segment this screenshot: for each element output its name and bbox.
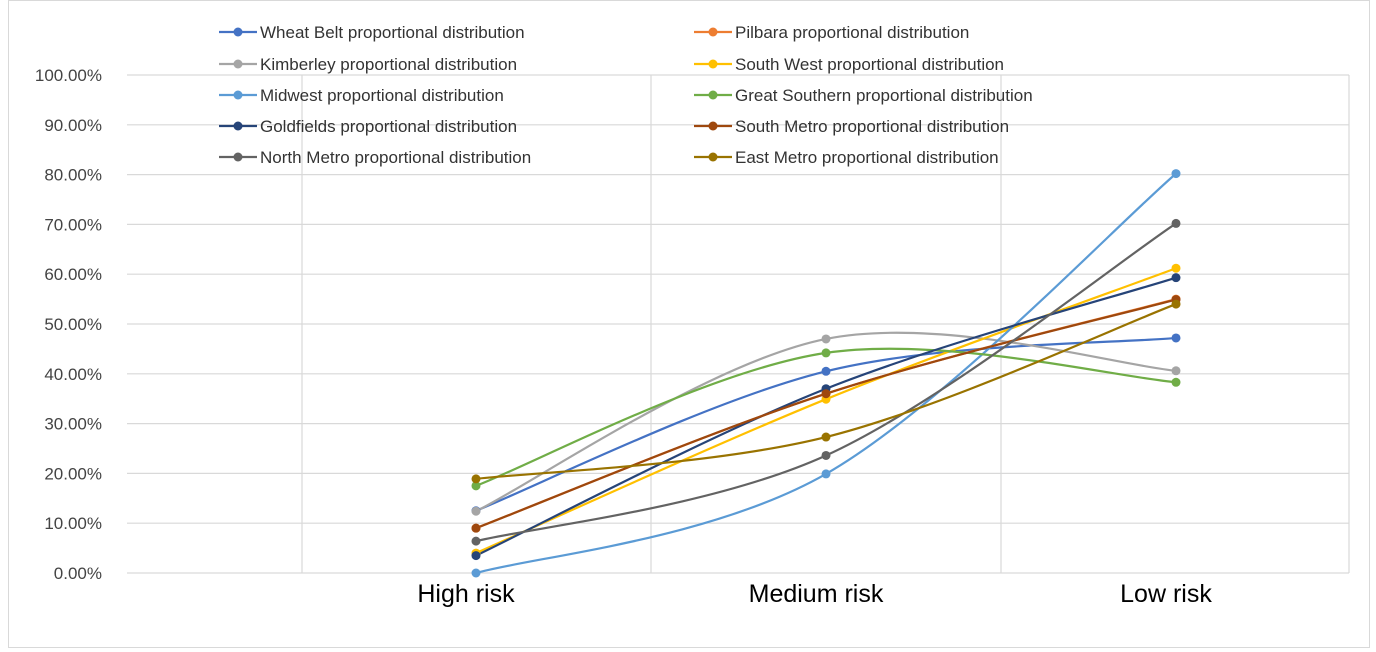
data-point: [1171, 299, 1181, 309]
y-tick-label: 60.00%: [44, 265, 102, 284]
data-point: [821, 348, 831, 358]
x-axis-categories: High risk Medium risk Low risk: [417, 580, 1212, 608]
data-point: [471, 506, 481, 516]
legend-label: North Metro proportional distribution: [260, 148, 531, 167]
data-point: [1171, 218, 1181, 228]
y-tick-label: 40.00%: [44, 365, 102, 384]
data-point: [1171, 366, 1181, 376]
legend-swatch-marker: [708, 90, 718, 100]
y-axis-ticks: 0.00% 10.00% 20.00% 30.00% 40.00% 50.00% 60.00…: [35, 66, 102, 583]
data-point: [1171, 263, 1181, 273]
data-point: [1171, 169, 1181, 179]
legend-label: Pilbara proportional distribution: [735, 23, 969, 42]
legend-swatch-marker: [233, 152, 243, 162]
y-tick-label: 50.00%: [44, 315, 102, 334]
y-tick-label: 30.00%: [44, 415, 102, 434]
y-tick-label: 20.00%: [44, 464, 102, 483]
y-tick-label: 80.00%: [44, 166, 102, 185]
data-point: [471, 481, 481, 491]
legend-swatch-marker: [708, 121, 718, 131]
y-tick-label: 70.00%: [44, 215, 102, 234]
legend-label: South West proportional distribution: [735, 55, 1004, 74]
data-point: [821, 334, 831, 344]
legend-label: Great Southern proportional distribution: [735, 86, 1033, 105]
legend-swatch-marker: [233, 121, 243, 131]
x-category-label: Low risk: [1120, 580, 1212, 608]
x-category-label: Medium risk: [749, 580, 884, 608]
y-tick-label: 0.00%: [54, 564, 102, 583]
data-point: [471, 474, 481, 484]
series-line: [475, 276, 1177, 557]
series-line: [475, 336, 1177, 512]
data-point: [821, 389, 831, 399]
data-point: [471, 536, 481, 546]
legend-swatch-marker: [708, 152, 718, 162]
series-line: [475, 267, 1177, 555]
data-point: [1171, 377, 1181, 387]
series-line: [475, 298, 1177, 530]
legend-label: Midwest proportional distribution: [260, 86, 504, 105]
legend-swatch-marker: [233, 27, 243, 37]
y-tick-label: 10.00%: [44, 514, 102, 533]
data-point: [471, 568, 481, 578]
legend-label: Wheat Belt proportional distribution: [260, 23, 525, 42]
data-point: [821, 366, 831, 376]
series-line: [475, 298, 1177, 530]
series-points: [471, 169, 1181, 578]
legend-swatch-marker: [233, 59, 243, 69]
data-point: [1171, 333, 1181, 343]
y-tick-label: 90.00%: [44, 116, 102, 135]
data-point: [821, 450, 831, 460]
gridlines: [127, 74, 1350, 574]
x-category-label: High risk: [417, 580, 515, 608]
data-point: [821, 469, 831, 479]
data-point: [821, 432, 831, 442]
legend-swatch-marker: [708, 59, 718, 69]
data-point: [471, 551, 481, 561]
y-tick-label: 100.00%: [35, 66, 102, 85]
legend-label: Goldfields proportional distribution: [260, 117, 517, 136]
legend: Wheat Belt proportional distribution Pilb…: [219, 23, 1033, 167]
data-point: [1171, 273, 1181, 283]
legend-label: East Metro proportional distribution: [735, 148, 999, 167]
legend-swatch-marker: [233, 90, 243, 100]
data-point: [471, 523, 481, 533]
legend-swatch-marker: [708, 27, 718, 37]
legend-label: Kimberley proportional distribution: [260, 55, 517, 74]
legend-label: South Metro proportional distribution: [735, 117, 1009, 136]
series-line: [475, 331, 1177, 513]
